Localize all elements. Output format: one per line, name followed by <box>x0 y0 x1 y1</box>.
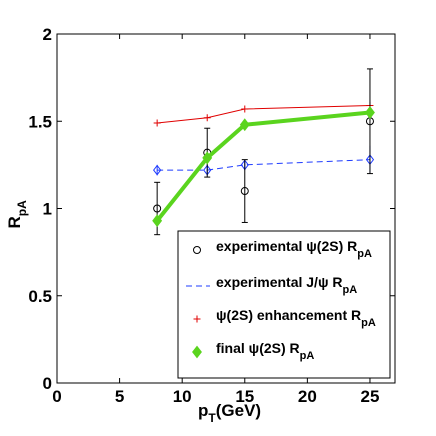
legend-label-enhancement: ψ(2S) enhancement RpA <box>216 307 376 329</box>
point-enhancement <box>203 114 211 122</box>
point-exp-psi2s <box>240 187 249 196</box>
series-line-final <box>155 110 371 222</box>
x-tick-label: 25 <box>361 387 380 406</box>
y-axis-title: RpA <box>5 200 29 229</box>
series-line-exp-jpsi <box>157 159 370 171</box>
point-enhancement <box>241 105 249 113</box>
x-tick-label: 20 <box>298 387 317 406</box>
point-final <box>202 151 213 165</box>
x-tick-label: 5 <box>115 387 124 406</box>
legend-label-exp-psi2s: experimental ψ(2S) RpA <box>216 238 372 260</box>
y-tick-label: 1 <box>43 200 52 219</box>
legend-marker-final <box>192 345 202 359</box>
x-tick-label: 15 <box>235 387 254 406</box>
legend-marker-exp-psi2s <box>193 246 201 254</box>
legend-marker-enhancement <box>193 315 201 323</box>
x-axis-title: pT(GeV) <box>198 401 261 425</box>
axes: 0 5 10 15 20 25 0 0.5 1 1.5 2 pT(GeV) RpA <box>5 25 396 425</box>
series-line-enhancement <box>157 105 370 124</box>
point-exp-jpsi <box>153 164 162 176</box>
point-final <box>152 214 163 228</box>
y-tick-label: 0 <box>43 374 52 393</box>
legend-box <box>177 230 391 379</box>
point-exp-psi2s <box>153 204 162 213</box>
y-tick-label: 2 <box>43 25 52 44</box>
point-final <box>365 106 375 119</box>
y-tick-label: 1.5 <box>28 112 52 131</box>
x-tick-label: 10 <box>173 387 192 406</box>
legend: experimental ψ(2S) RpA experimental J/ψ R… <box>177 230 391 379</box>
plot-area <box>152 68 375 236</box>
x-tick-label: 0 <box>52 387 61 406</box>
point-enhancement <box>153 119 161 127</box>
legend-label-final: final ψ(2S) RpA <box>216 340 314 362</box>
y-tick-label: 0.5 <box>28 287 52 306</box>
legend-label-exp-jpsi: experimental J/ψ RpA <box>216 274 357 296</box>
point-final <box>239 118 250 132</box>
